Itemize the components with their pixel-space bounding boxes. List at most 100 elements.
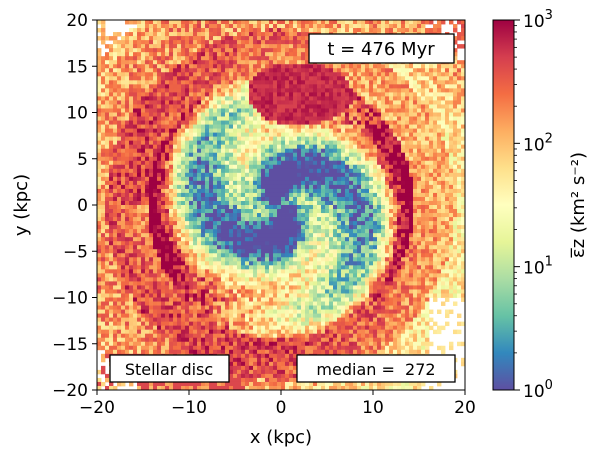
heatmap-cell	[117, 60, 122, 65]
heatmap-cell	[121, 84, 126, 89]
heatmap-cell	[205, 213, 210, 218]
heatmap-cell	[209, 188, 214, 194]
heatmap-cell	[457, 205, 462, 210]
heatmap-cell	[221, 24, 226, 29]
heatmap-cell	[129, 48, 134, 53]
heatmap-cell	[401, 188, 406, 194]
heatmap-cell	[309, 180, 314, 186]
heatmap-cell	[349, 225, 354, 230]
heatmap-cell	[145, 196, 150, 202]
heatmap-cell	[105, 184, 110, 190]
heatmap-cell	[209, 112, 214, 117]
heatmap-cell	[381, 108, 386, 113]
heatmap-cell	[245, 221, 250, 226]
heatmap-cell	[389, 217, 394, 222]
heatmap-cell	[429, 76, 434, 81]
heatmap-cell	[165, 132, 170, 138]
heatmap-cell	[297, 188, 302, 194]
heatmap-cell	[137, 60, 142, 65]
heatmap-cell	[329, 229, 334, 234]
heatmap-cell	[149, 152, 154, 158]
heatmap-cell	[173, 40, 178, 45]
heatmap-cell	[401, 152, 406, 158]
heatmap-cell	[445, 144, 450, 150]
heatmap-cell	[129, 100, 134, 105]
heatmap-cell	[281, 172, 286, 178]
heatmap-cell	[245, 144, 250, 150]
heatmap-cell	[361, 28, 366, 33]
heatmap-cell	[269, 36, 274, 41]
heatmap-cell	[189, 225, 194, 230]
heatmap-cell	[301, 132, 306, 138]
heatmap-cell	[401, 180, 406, 186]
heatmap-cell	[381, 196, 386, 202]
heatmap-cell	[329, 132, 334, 138]
heatmap-cell	[181, 108, 186, 113]
heatmap-cell	[421, 152, 426, 158]
heatmap-cell	[213, 168, 218, 174]
heatmap-cell	[409, 148, 414, 154]
heatmap-cell	[121, 108, 126, 113]
heatmap-cell	[273, 68, 278, 73]
heatmap-cell	[121, 217, 126, 222]
heatmap-cell	[285, 120, 290, 125]
heatmap-cell	[329, 120, 334, 125]
heatmap-cell	[217, 56, 222, 61]
heatmap-cell	[113, 205, 118, 210]
heatmap-cell	[249, 20, 254, 25]
heatmap-cell	[221, 176, 226, 182]
heatmap-cell	[277, 92, 282, 97]
heatmap-cell	[349, 68, 354, 73]
heatmap-cell	[145, 233, 150, 238]
heatmap-cell	[417, 205, 422, 210]
heatmap-cell	[361, 124, 366, 129]
heatmap-cell	[177, 48, 182, 53]
heatmap-cell	[265, 80, 270, 85]
heatmap-cell	[377, 68, 382, 73]
heatmap-cell	[189, 136, 194, 142]
heatmap-cell	[393, 196, 398, 202]
heatmap-cell	[225, 124, 230, 129]
heatmap-cell	[253, 180, 258, 186]
heatmap-cell	[189, 156, 194, 162]
heatmap-cell	[361, 64, 366, 69]
heatmap-cell	[297, 160, 302, 166]
heatmap-cell	[377, 72, 382, 77]
heatmap-cell	[353, 180, 358, 186]
heatmap-cell	[185, 92, 190, 97]
heatmap-cell	[269, 148, 274, 154]
heatmap-cell	[177, 209, 182, 214]
heatmap-cell	[97, 237, 102, 242]
heatmap-cell	[445, 64, 450, 69]
heatmap-cell	[429, 116, 434, 121]
heatmap-cell	[197, 237, 202, 242]
heatmap-cell	[397, 136, 402, 142]
heatmap-cell	[297, 192, 302, 198]
heatmap-cell	[257, 28, 262, 33]
heatmap-cell	[161, 196, 166, 202]
heatmap-cell	[305, 36, 310, 41]
heatmap-cell	[281, 40, 286, 45]
heatmap-cell	[405, 176, 410, 182]
heatmap-cell	[441, 68, 446, 73]
heatmap-cell	[321, 20, 326, 25]
heatmap-cell	[341, 200, 346, 206]
heatmap-cell	[365, 164, 370, 170]
heatmap-cell	[297, 209, 302, 214]
heatmap-cell	[181, 156, 186, 162]
heatmap-cell	[285, 28, 290, 33]
heatmap-cell	[249, 32, 254, 37]
heatmap-cell	[385, 237, 390, 242]
heatmap-cell	[241, 100, 246, 105]
heatmap-cell	[289, 176, 294, 182]
heatmap-cell	[329, 112, 334, 117]
heatmap-cell	[345, 221, 350, 226]
heatmap-cell	[233, 72, 238, 77]
heatmap-cell	[305, 88, 310, 93]
heatmap-cell	[169, 92, 174, 97]
heatmap-cell	[445, 200, 450, 206]
heatmap-cell	[453, 156, 458, 162]
heatmap-cell	[429, 221, 434, 226]
heatmap-cell	[365, 192, 370, 198]
heatmap-cell	[229, 116, 234, 121]
